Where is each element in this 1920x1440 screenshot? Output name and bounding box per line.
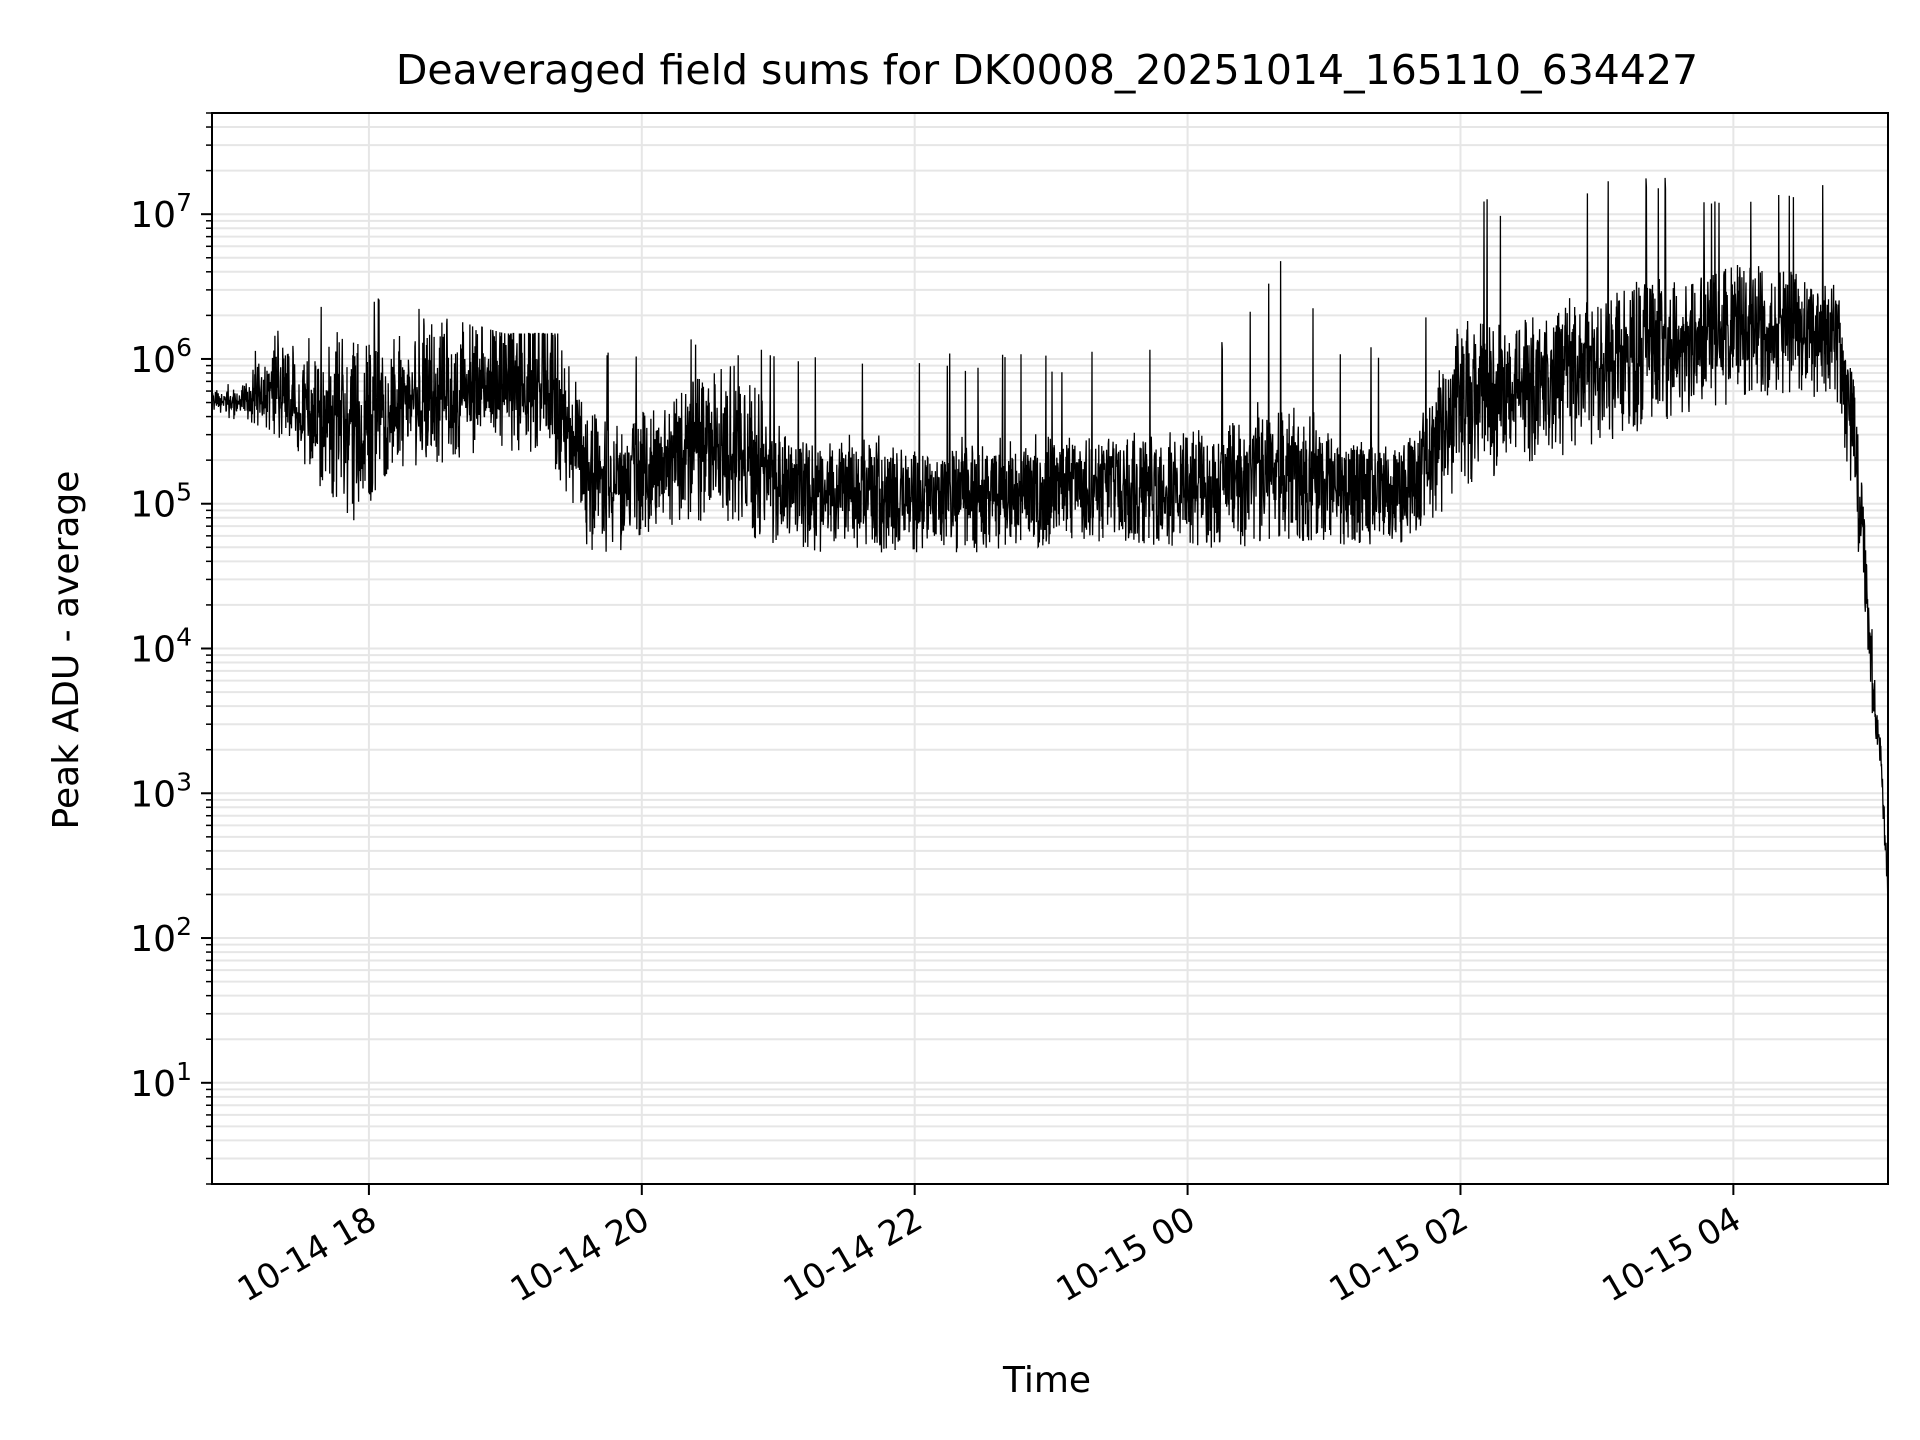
y-tick-label: 101	[130, 1057, 192, 1105]
y-tick-label: 104	[130, 623, 192, 671]
chart-title: Deaveraged field sums for DK0008_2025101…	[396, 46, 1698, 94]
y-axis-label: Peak ADU - average	[46, 471, 87, 830]
y-tick-label: 103	[130, 767, 192, 815]
series-line	[211, 177, 1889, 896]
y-tick-label: 105	[130, 478, 192, 526]
y-tick-label: 102	[130, 912, 192, 960]
plot-area	[211, 177, 1889, 896]
y-axis: 101 102 103 104 105 106 107	[130, 112, 212, 1185]
y-tick-label: 106	[130, 333, 192, 381]
x-axis-label: Time	[1002, 1360, 1091, 1401]
y-tick-label: 107	[130, 188, 192, 236]
